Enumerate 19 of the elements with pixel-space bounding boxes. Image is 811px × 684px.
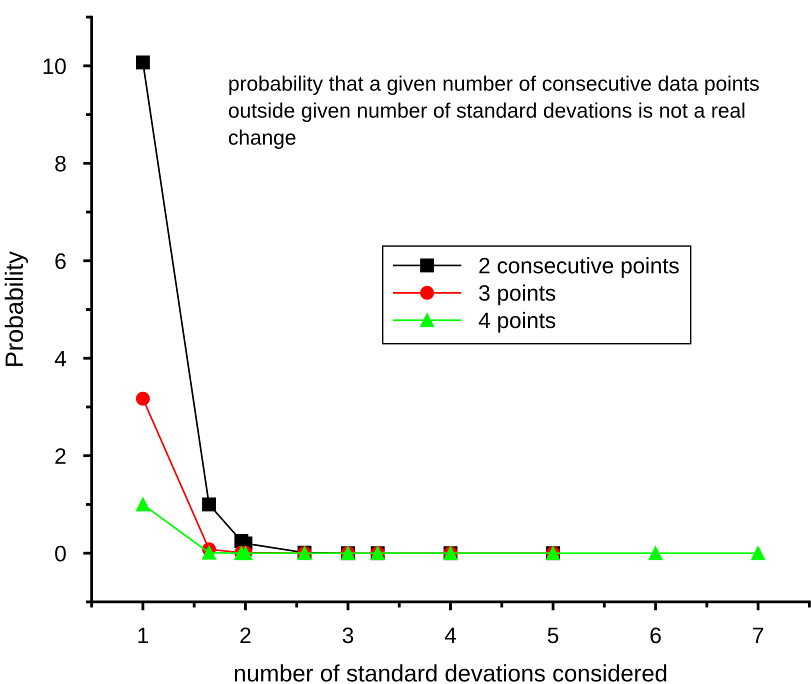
y-tick-label: 2 bbox=[55, 448, 66, 464]
legend-label: 4 points bbox=[478, 312, 556, 333]
x-tick-label: 3 bbox=[342, 628, 354, 644]
y-tick-label: 4 bbox=[54, 351, 66, 366]
x-tick-label: 1 bbox=[138, 628, 148, 644]
x-axis-title: number of standard devations considered bbox=[234, 664, 666, 682]
x-tick-label: 2 bbox=[240, 628, 251, 644]
y-tick-label: 10 bbox=[44, 58, 66, 74]
x-tick-label: 4 bbox=[444, 628, 456, 644]
legend-label: 3 points bbox=[479, 284, 556, 306]
y-tick-label: 8 bbox=[55, 156, 66, 172]
y-axis-title: Probability bbox=[4, 251, 28, 366]
x-tick-label: 5 bbox=[548, 628, 558, 644]
annotation: probability that a given number of consecutive data points outside given number of standard devations is not a real change bbox=[228, 76, 759, 149]
x-tick-label: 7 bbox=[753, 628, 764, 644]
legend-label: 2 consecutive points bbox=[479, 257, 679, 278]
y-tick-label: 0 bbox=[55, 546, 66, 562]
x-tick-label: 6 bbox=[650, 628, 661, 644]
y-tick-label: 6 bbox=[55, 253, 66, 270]
